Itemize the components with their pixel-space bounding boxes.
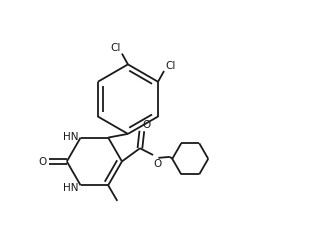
Text: O: O <box>142 119 151 129</box>
Text: O: O <box>39 157 47 167</box>
Text: O: O <box>154 158 162 168</box>
Text: Cl: Cl <box>110 43 121 53</box>
Text: HN: HN <box>63 132 78 142</box>
Text: Cl: Cl <box>165 60 176 71</box>
Text: HN: HN <box>63 182 78 192</box>
